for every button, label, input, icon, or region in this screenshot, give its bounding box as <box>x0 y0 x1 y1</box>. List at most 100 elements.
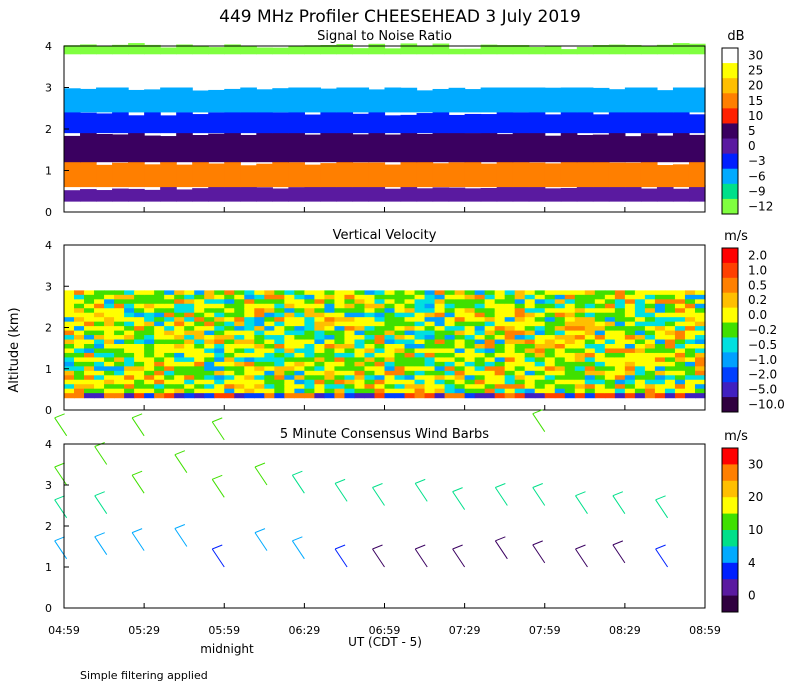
velocity-cell <box>534 379 546 385</box>
velocity-cell <box>634 335 646 341</box>
velocity-cell <box>384 357 396 363</box>
velocity-cell <box>494 308 506 314</box>
velocity-cell <box>644 370 656 376</box>
velocity-cell <box>614 352 626 359</box>
velocity-cell <box>304 335 315 341</box>
velocity-cell <box>634 366 646 372</box>
velocity-cell <box>144 308 155 314</box>
velocity-cell <box>674 299 686 305</box>
velocity-cell <box>154 303 165 309</box>
velocity-cell <box>354 308 366 314</box>
velocity-cell <box>134 370 145 376</box>
velocity-cell <box>674 384 686 390</box>
velocity-cell <box>144 352 155 359</box>
velocity-cell <box>304 339 315 345</box>
snr-cell <box>160 85 177 113</box>
velocity-cell <box>244 312 255 318</box>
snr-cell <box>288 45 305 55</box>
velocity-cell <box>254 317 265 323</box>
velocity-cell <box>184 366 195 372</box>
velocity-cell <box>574 379 586 385</box>
snr-cell <box>576 109 594 134</box>
velocity-cell <box>104 326 115 332</box>
velocity-cell <box>214 388 225 394</box>
velocity-cell <box>184 294 195 300</box>
velocity-cell <box>694 361 706 367</box>
velocity-cell <box>494 379 506 385</box>
velocity-cell <box>344 357 356 363</box>
velocity-cell <box>264 370 275 376</box>
snr-cell <box>528 109 546 134</box>
velocity-cell <box>304 361 315 367</box>
snr-cell <box>608 186 626 202</box>
velocity-cell <box>264 339 275 345</box>
snr-cell <box>96 45 113 55</box>
velocity-cell <box>404 393 416 399</box>
velocity-cell <box>384 375 396 381</box>
velocity-cell <box>194 375 205 381</box>
velocity-cell <box>604 375 616 381</box>
snr-cell <box>672 43 690 55</box>
wind-barb-flag <box>655 495 666 501</box>
velocity-cell <box>334 370 346 376</box>
velocity-cell <box>614 388 626 394</box>
snr-cell <box>224 110 241 134</box>
velocity-cell <box>414 388 426 394</box>
velocity-cell <box>144 339 155 345</box>
velocity-cell <box>574 370 586 376</box>
velocity-cell <box>134 357 145 363</box>
velocity-cell <box>114 326 125 332</box>
velocity-cell <box>604 294 616 300</box>
velocity-cell <box>354 330 366 336</box>
velocity-cell <box>404 344 416 350</box>
snr-cell <box>368 56 386 88</box>
velocity-cell <box>514 388 526 394</box>
snr-cell <box>224 160 241 188</box>
velocity-cell <box>184 321 195 327</box>
velocity-cell <box>114 330 125 336</box>
velocity-cell <box>354 379 366 385</box>
velocity-cell <box>134 335 145 341</box>
velocity-cell <box>174 384 185 390</box>
velocity-cell <box>474 352 486 359</box>
velocity-cell <box>604 290 616 296</box>
velocity-cell <box>684 366 696 372</box>
velocity-cell <box>64 299 75 305</box>
velocity-cell <box>414 321 426 327</box>
velocity-cell <box>264 348 275 354</box>
velocity-cell <box>104 312 115 318</box>
velocity-cell <box>114 294 125 300</box>
snr-cell <box>416 113 434 134</box>
velocity-cell <box>464 357 476 363</box>
wind-barb-flag <box>131 528 143 534</box>
velocity-cell <box>464 384 476 390</box>
velocity-cell <box>194 361 205 367</box>
x-tick-label: 08:59 <box>689 624 721 637</box>
velocity-cell <box>584 321 596 327</box>
velocity-cell <box>664 335 676 341</box>
snr-cell <box>688 52 706 88</box>
snr-cell <box>80 88 97 113</box>
velocity-cell <box>474 357 486 363</box>
velocity-cell <box>564 370 576 376</box>
velocity-cell <box>264 335 275 341</box>
velocity-cell <box>694 352 706 359</box>
velocity-cell <box>324 312 336 318</box>
snr-cell <box>544 163 562 188</box>
snr-cell <box>304 164 321 188</box>
velocity-cell <box>554 335 566 341</box>
velocity-cell <box>354 344 366 350</box>
snr-cell <box>368 184 386 202</box>
snr-cell <box>672 111 690 134</box>
velocity-cell <box>294 375 305 381</box>
velocity-cell <box>624 344 636 350</box>
snr-cell <box>512 112 530 134</box>
velocity-cell <box>594 375 606 381</box>
velocity-cell <box>104 388 115 394</box>
velocity-cell <box>404 379 416 385</box>
velocity-cell <box>534 317 546 323</box>
wind-barb-flag <box>54 495 65 501</box>
velocity-cell <box>474 379 486 385</box>
velocity-cell <box>354 303 366 309</box>
velocity-cell <box>624 321 636 327</box>
